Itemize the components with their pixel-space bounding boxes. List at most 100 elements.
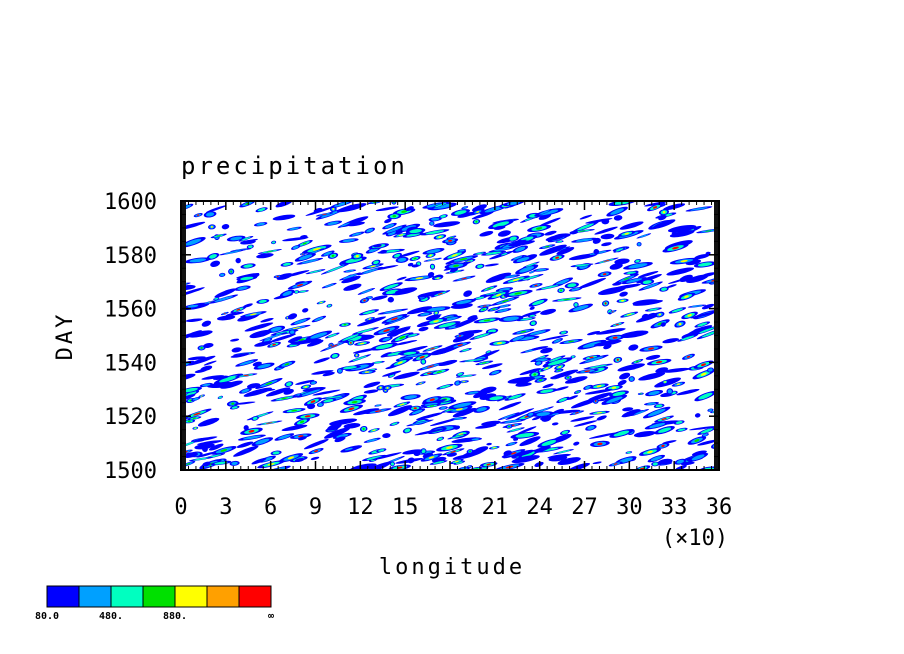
precip-blob xyxy=(236,441,254,448)
precip-blob xyxy=(198,394,205,398)
precip-blob xyxy=(436,436,445,442)
precip-blob xyxy=(694,390,717,402)
precip-blob xyxy=(407,262,414,267)
precip-blob xyxy=(556,247,575,255)
precip-blob xyxy=(187,356,206,361)
precip-blob xyxy=(438,359,458,366)
precip-blob xyxy=(398,250,420,258)
precip-blob xyxy=(291,244,301,250)
precip-blob xyxy=(494,308,512,313)
precip-blob xyxy=(210,260,221,267)
precip-blob xyxy=(578,277,607,289)
precip-blob xyxy=(322,371,335,377)
precip-blob xyxy=(583,384,593,390)
precip-blob xyxy=(239,387,252,394)
precip-blob xyxy=(527,314,537,318)
precip-blob xyxy=(220,311,229,316)
precip-blob xyxy=(585,424,597,431)
precip-blob xyxy=(320,340,349,352)
precip-blob xyxy=(363,437,381,443)
precip-blob xyxy=(343,269,357,273)
precip-blob xyxy=(449,267,459,273)
precip-blob xyxy=(503,450,512,457)
precip-blob xyxy=(512,245,529,253)
precip-blob xyxy=(601,394,628,405)
precip-blob xyxy=(529,306,535,310)
precip-blob xyxy=(427,272,435,277)
precip-blob xyxy=(294,457,305,463)
precip-blob xyxy=(511,455,540,464)
precip-blob xyxy=(243,387,272,397)
precip-blob xyxy=(191,397,201,402)
precip-blob xyxy=(467,315,478,321)
precip-blob xyxy=(233,401,256,405)
precip-blob xyxy=(589,410,610,415)
precip-blob xyxy=(497,412,520,421)
precip-blob xyxy=(694,321,711,328)
precip-blob xyxy=(270,450,282,456)
precip-blob xyxy=(565,376,588,384)
precip-blob xyxy=(619,221,644,230)
precip-blob xyxy=(301,244,332,254)
precip-blob xyxy=(596,328,626,335)
precip-blob xyxy=(515,378,533,386)
colorbar-box xyxy=(78,585,112,608)
precip-blob xyxy=(588,432,619,439)
precip-blob xyxy=(251,416,259,421)
precip-blob xyxy=(218,249,247,256)
precip-blob xyxy=(472,204,487,212)
precip-blob xyxy=(241,238,259,243)
precip-blob xyxy=(359,425,368,432)
precip-blob xyxy=(362,454,387,462)
precip-blob xyxy=(373,244,382,248)
precip-blob xyxy=(363,389,379,394)
precip-blob xyxy=(300,384,312,390)
precip-blob xyxy=(691,450,707,456)
precip-blob xyxy=(338,238,359,243)
precip-blob xyxy=(533,268,550,272)
precip-blob xyxy=(666,267,695,276)
precip-blob xyxy=(639,345,663,352)
precip-blob xyxy=(402,427,412,434)
precip-blob xyxy=(293,290,300,294)
precip-blob xyxy=(621,277,647,285)
precip-blob xyxy=(590,440,610,447)
precip-blob xyxy=(203,360,217,366)
precip-blob xyxy=(320,398,337,404)
precip-blob xyxy=(548,455,568,462)
precip-blob xyxy=(376,448,387,453)
x-tick-label: 30 xyxy=(616,495,643,520)
precip-blob xyxy=(557,287,565,293)
precip-blob xyxy=(255,378,283,389)
precip-blob xyxy=(341,275,361,284)
precip-blob xyxy=(294,418,310,426)
precip-blob xyxy=(623,271,639,275)
x-multiplier-label: (×10) xyxy=(662,526,728,551)
precip-blob xyxy=(694,253,710,260)
precip-blob xyxy=(605,334,625,341)
precip-blob xyxy=(381,313,408,324)
precip-blob xyxy=(475,360,494,366)
precip-blob xyxy=(537,438,561,448)
precip-blob xyxy=(281,424,308,432)
precip-blob xyxy=(225,311,244,317)
precip-blob xyxy=(302,308,309,313)
precip-blob xyxy=(422,248,445,255)
precip-blob xyxy=(422,396,442,404)
precip-blob xyxy=(368,428,380,433)
precip-blob xyxy=(461,206,469,210)
precip-blob xyxy=(411,264,419,268)
precip-blob xyxy=(445,261,453,265)
precip-blob xyxy=(513,437,519,441)
precip-blob xyxy=(287,313,298,320)
precip-blob xyxy=(395,288,410,294)
precip-blob xyxy=(572,221,599,233)
precip-blob xyxy=(527,224,552,233)
precip-blob xyxy=(396,276,407,281)
x-tick-label: 3 xyxy=(219,495,232,520)
precip-blob xyxy=(490,296,520,306)
precip-blob xyxy=(387,213,402,220)
precip-blob xyxy=(555,240,564,243)
precip-blob xyxy=(628,376,635,382)
precip-blob xyxy=(287,280,313,290)
